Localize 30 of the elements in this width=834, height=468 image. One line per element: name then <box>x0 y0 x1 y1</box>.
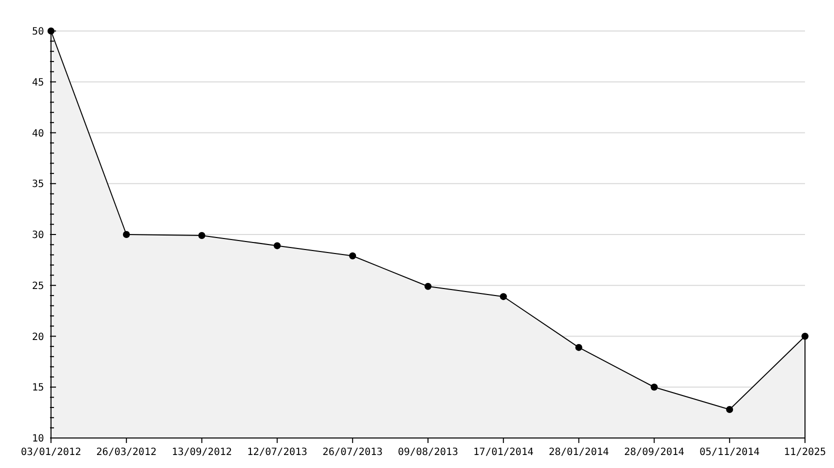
point <box>349 252 356 260</box>
x-tick-label: 26/03/2012 <box>96 447 157 458</box>
x-tick-label: 28/09/2014 <box>624 447 684 458</box>
x-tick-label: 09/08/2013 <box>398 447 458 458</box>
y-tick-label: 20 <box>32 332 44 343</box>
point <box>274 242 281 250</box>
y-tick-label: 50 <box>32 26 44 38</box>
x-tick-label: 03/01/2012 <box>20 447 82 458</box>
x-tick-label: 13/09/2012 <box>172 447 232 458</box>
point <box>575 344 582 351</box>
y-tick-label: 40 <box>32 128 44 140</box>
x-tick-label: 11/2025 <box>784 447 826 458</box>
x-tick-label: 28/01/2014 <box>548 447 609 458</box>
point <box>500 293 507 300</box>
y-tick-label: 35 <box>32 179 44 190</box>
x-tick-label: 12/07/2013 <box>247 447 308 458</box>
y-tick-label: 15 <box>32 382 44 394</box>
x-tick-label: 26/07/2013 <box>322 447 383 458</box>
y-tick-label: 10 <box>32 434 44 444</box>
y-tick-label: 45 <box>32 77 44 88</box>
point <box>726 406 734 414</box>
x-tick-label: 17/01/2014 <box>473 447 534 458</box>
x-tick-label: 05/11/2014 <box>699 447 760 458</box>
point <box>650 384 658 391</box>
point <box>198 232 206 240</box>
point <box>122 231 130 238</box>
y-tick-label: 30 <box>32 230 44 241</box>
point <box>424 282 432 290</box>
point <box>802 332 808 340</box>
y-tick-label: 25 <box>32 280 44 292</box>
